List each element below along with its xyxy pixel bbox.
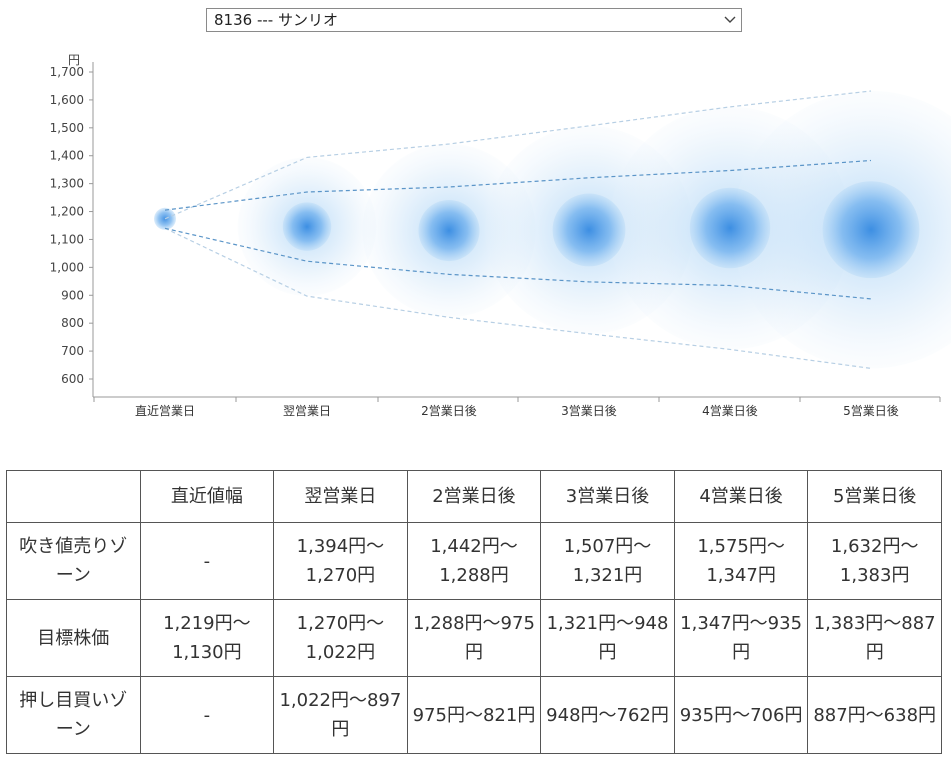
table-row: 目標株価 1,219円～1,130円 1,270円～1,022円 1,288円～975… xyxy=(6,599,942,677)
table-cell: 1,394円～1,270円 xyxy=(273,522,408,600)
table-header-row: 直近値幅 翌営業日 2営業日後 3営業日後 4営業日後 5営業日後 xyxy=(6,470,942,523)
x-tick-label: 翌営業日 xyxy=(283,404,331,418)
target-range-bubble xyxy=(552,193,626,267)
table-cell: 1,288円～975円 xyxy=(406,599,542,677)
table-cell: 935円～706円 xyxy=(673,676,809,754)
y-tick-label: 700 xyxy=(61,344,84,358)
upper-outer-line xyxy=(164,90,872,220)
lower-mid-line xyxy=(164,227,872,300)
y-unit-label: 円 xyxy=(68,53,80,67)
table-header-cell: 直近値幅 xyxy=(139,470,275,523)
table-cell: 1,632円～1,383円 xyxy=(807,522,942,600)
table-header-cell: 翌営業日 xyxy=(273,470,408,523)
table-row: 押し目買いゾーン -1,022円～897円 975円～821円 948円～762円 93… xyxy=(6,676,942,754)
target-range-bubble xyxy=(418,199,480,262)
stock-selector-value: 8136 --- サンリオ xyxy=(214,11,338,29)
table-cell: 1,442円～1,288円 xyxy=(406,522,542,600)
row-label-cell: 目標株価 xyxy=(6,599,141,677)
table-cell: - xyxy=(139,522,275,600)
y-tick-label: 1,600 xyxy=(50,93,84,107)
y-tick-label: 1,500 xyxy=(50,121,84,135)
table-corner-cell xyxy=(6,470,141,523)
lower-outer-line xyxy=(164,227,872,369)
y-tick-label: 1,700 xyxy=(50,65,84,79)
price-forecast-chart: 1,700 1,600 1,500 1,400 1,300 1,200 1,100 1,000… xyxy=(50,53,951,418)
table-header-cell: 3営業日後 xyxy=(540,470,675,523)
x-tick-label: 直近営業日 xyxy=(135,404,195,418)
table-cell: 975円～821円 xyxy=(406,676,542,754)
x-tick-label: 2営業日後 xyxy=(421,404,477,418)
y-tick-label: 1,400 xyxy=(50,149,84,163)
table-cell: - xyxy=(139,676,275,754)
target-range-bubble xyxy=(282,202,332,251)
row-label-cell: 押し目買いゾーン xyxy=(6,676,141,754)
table-cell: 1,507円～1,321円 xyxy=(540,522,675,600)
x-tick-label: 3営業日後 xyxy=(561,404,617,418)
table-row: 吹き値売りゾーン -1,394円～1,270円 1,442円～1,288円 1,507… xyxy=(6,522,942,600)
table-header-cell: 2営業日後 xyxy=(406,470,542,523)
table-header-cell: 5営業日後 xyxy=(807,470,942,523)
table-cell: 1,347円～935円 xyxy=(673,599,809,677)
y-tick-label: 1,200 xyxy=(50,205,84,219)
upper-mid-line xyxy=(164,159,872,211)
y-tick-label: 1,000 xyxy=(50,260,84,274)
y-tick-label: 800 xyxy=(61,316,84,330)
x-tick-label: 5営業日後 xyxy=(843,404,899,418)
target-range-bubble xyxy=(689,187,771,269)
table-cell: 1,219円～1,130円 xyxy=(139,599,275,677)
table-cell: 948円～762円 xyxy=(540,676,675,754)
table-header-cell: 4営業日後 xyxy=(673,470,809,523)
table-cell: 1,575円～1,347円 xyxy=(673,522,809,600)
forecast-table: 直近値幅 翌営業日 2営業日後 3営業日後 4営業日後 5営業日後 吹き値売りゾーン -1,… xyxy=(6,470,942,754)
y-tick-label: 600 xyxy=(61,372,84,386)
table-cell: 1,270円～1,022円 xyxy=(273,599,408,677)
row-label-cell: 吹き値売りゾーン xyxy=(6,522,141,600)
y-tick-label: 1,100 xyxy=(50,232,84,246)
table-cell: 887円～638円 xyxy=(807,676,942,754)
stock-selector[interactable]: 8136 --- サンリオ xyxy=(206,8,742,32)
table-cell: 1,383円～887円 xyxy=(807,599,942,677)
y-tick-label: 900 xyxy=(61,288,84,302)
x-tick-label: 4営業日後 xyxy=(702,404,758,418)
chevron-down-icon xyxy=(724,16,736,23)
target-range-bubble xyxy=(822,181,920,279)
y-tick-label: 1,300 xyxy=(50,177,84,191)
table-cell: 1,321円～948円 xyxy=(540,599,675,677)
table-cell: 1,022円～897円 xyxy=(273,676,408,754)
